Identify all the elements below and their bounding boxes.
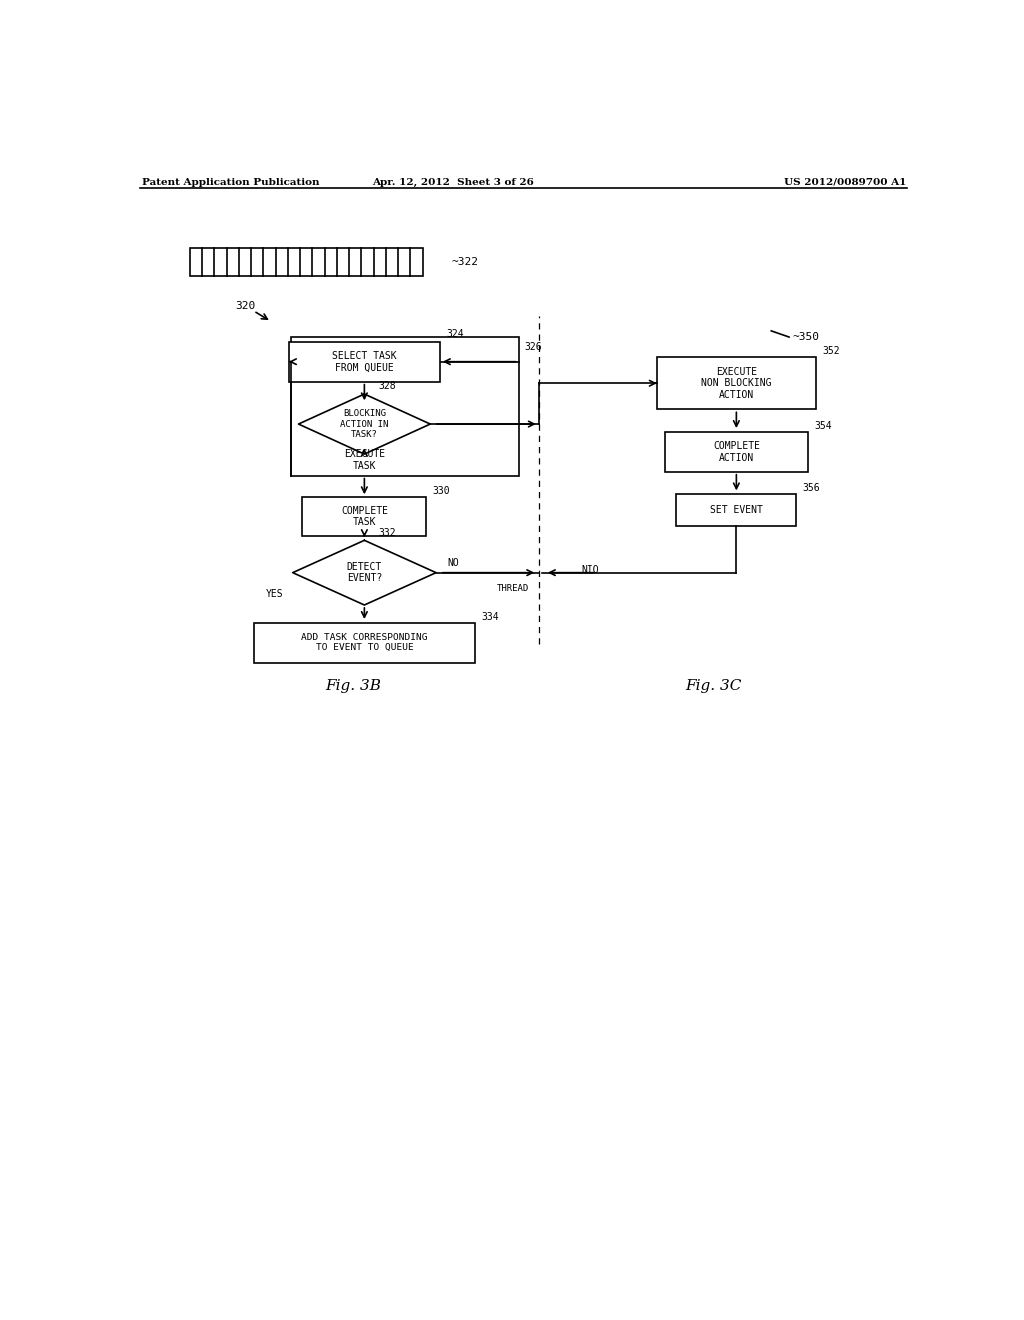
Text: NO: NO — [447, 558, 460, 569]
Text: 334: 334 — [481, 611, 499, 622]
Text: SELECT TASK
FROM QUEUE: SELECT TASK FROM QUEUE — [332, 351, 396, 372]
Bar — [289, 342, 440, 381]
Text: ADD TASK CORRESPONDING
TO EVENT TO QUEUE: ADD TASK CORRESPONDING TO EVENT TO QUEUE — [301, 634, 428, 652]
Polygon shape — [293, 540, 436, 605]
Text: 326: 326 — [524, 342, 543, 352]
Text: 356: 356 — [803, 483, 820, 492]
Text: Apr. 12, 2012  Sheet 3 of 26: Apr. 12, 2012 Sheet 3 of 26 — [373, 178, 535, 186]
Text: 332: 332 — [378, 528, 396, 537]
Text: Fig. 3C: Fig. 3C — [685, 678, 741, 693]
Text: ~322: ~322 — [452, 257, 479, 268]
Text: EXECUTE
TASK: EXECUTE TASK — [344, 449, 385, 471]
Polygon shape — [299, 395, 430, 454]
Text: US 2012/0089700 A1: US 2012/0089700 A1 — [784, 178, 907, 186]
Text: BLOCKING
ACTION IN
TASK?: BLOCKING ACTION IN TASK? — [340, 409, 388, 440]
Text: COMPLETE
ACTION: COMPLETE ACTION — [713, 441, 760, 462]
Text: Fig. 3B: Fig. 3B — [325, 678, 381, 693]
Text: Patent Application Publication: Patent Application Publication — [142, 178, 319, 186]
Text: COMPLETE
TASK: COMPLETE TASK — [341, 506, 388, 527]
Bar — [254, 623, 475, 663]
Bar — [291, 337, 519, 475]
Bar — [302, 498, 426, 536]
Bar — [657, 358, 816, 409]
Text: YES: YES — [266, 589, 284, 599]
Text: ~350: ~350 — [793, 333, 819, 342]
Text: DETECT
EVENT?: DETECT EVENT? — [347, 562, 382, 583]
Text: 328: 328 — [378, 381, 396, 391]
Bar — [190, 248, 423, 276]
Bar — [665, 432, 808, 471]
Text: 330: 330 — [432, 486, 451, 496]
Text: SET EVENT: SET EVENT — [710, 506, 763, 515]
Text: THREAD: THREAD — [498, 583, 529, 593]
Text: NIO: NIO — [582, 565, 599, 574]
Text: 324: 324 — [446, 329, 464, 339]
Text: 352: 352 — [822, 346, 840, 356]
Text: EXECUTE
NON BLOCKING
ACTION: EXECUTE NON BLOCKING ACTION — [701, 367, 772, 400]
Text: 320: 320 — [234, 301, 255, 312]
Bar — [676, 494, 797, 527]
Text: 354: 354 — [814, 421, 831, 430]
